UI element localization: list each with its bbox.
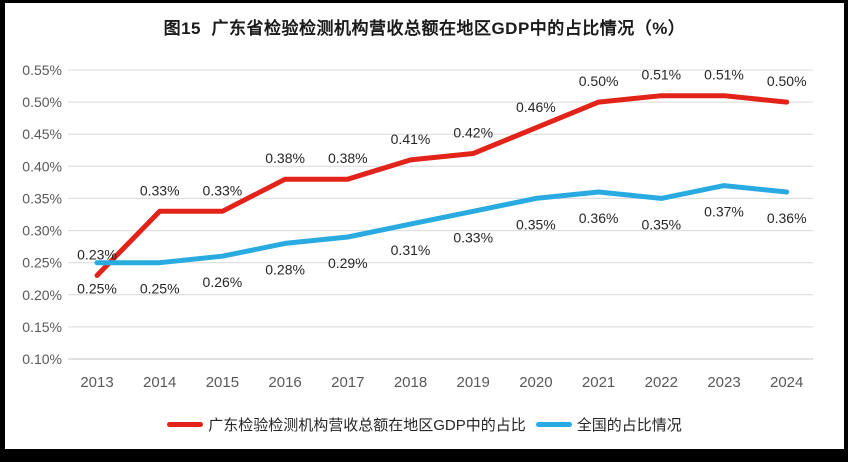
data-label-national: 0.25% <box>140 281 180 297</box>
y-axis-tick-label: 0.45% <box>22 126 62 142</box>
data-label-national: 0.29% <box>328 255 368 271</box>
data-label-guangdong: 0.41% <box>391 131 431 147</box>
series-line-national <box>94 183 790 266</box>
x-axis-tick-label: 2023 <box>707 374 740 391</box>
x-axis-tick-label: 2016 <box>268 374 301 391</box>
x-axis-tick-label: 2013 <box>80 374 113 391</box>
data-label-national: 0.35% <box>516 216 556 232</box>
data-label-guangdong: 0.42% <box>453 125 493 141</box>
series-line-guangdong <box>94 93 790 278</box>
data-label-national: 0.31% <box>391 242 431 258</box>
y-axis-tick-label: 0.40% <box>22 158 62 174</box>
y-axis-tick-label: 0.10% <box>22 351 62 367</box>
data-label-guangdong: 0.51% <box>704 67 744 83</box>
x-axis-tick-label: 2018 <box>394 374 427 391</box>
legend-label-guangdong: 广东检验检测机构营收总额在地区GDP中的占比 <box>208 417 526 434</box>
data-label-national: 0.28% <box>265 261 305 277</box>
data-label-guangdong: 0.50% <box>579 73 619 89</box>
x-axis-tick-label: 2020 <box>519 374 552 391</box>
data-label-guangdong: 0.51% <box>641 67 681 83</box>
line-chart-plot-area: 0.55% 0.50% 0.45% 0.40% 0.35% 0.30% 0.25% 0.20%… <box>22 62 813 391</box>
data-label-guangdong: 0.38% <box>328 150 368 166</box>
y-axis-tick-label: 0.30% <box>22 223 62 239</box>
y-axis-tick-label: 0.35% <box>22 190 62 206</box>
data-label-guangdong: 0.33% <box>203 182 243 198</box>
data-label-national: 0.37% <box>704 204 744 220</box>
y-axis-tick-label: 0.25% <box>22 255 62 271</box>
data-label-guangdong: 0.38% <box>265 150 305 166</box>
x-axis-tick-label: 2015 <box>206 374 239 391</box>
y-axis-tick-label: 0.20% <box>22 287 62 303</box>
legend-label-national: 全国的占比情况 <box>576 417 682 434</box>
x-axis-tick-label: 2022 <box>645 374 678 391</box>
x-axis-tick-label: 2021 <box>582 374 615 391</box>
y-axis-tick-label: 0.15% <box>22 319 62 335</box>
y-axis-tick-label: 0.55% <box>22 62 62 78</box>
data-label-guangdong: 0.50% <box>767 73 807 89</box>
data-label-national: 0.36% <box>579 210 619 226</box>
x-axis-tick-label: 2017 <box>331 374 364 391</box>
x-axis-tick-label: 2019 <box>457 374 490 391</box>
data-label-guangdong: 0.33% <box>140 182 180 198</box>
y-axis-tick-label: 0.50% <box>22 94 62 110</box>
data-label-national: 0.36% <box>767 210 807 226</box>
legend-swatch-guangdong-line <box>167 422 204 427</box>
legend: 广东检验检测机构营收总额在地区GDP中的占比 全国的占比情况 <box>5 414 844 435</box>
chart-container: 图15 广东省检验检测机构营收总额在地区GDP中的占比情况（%） 0.55% 0.… <box>5 3 844 449</box>
legend-swatch-national-line <box>535 422 572 427</box>
data-label-national: 0.33% <box>453 229 493 245</box>
data-label-national: 0.25% <box>77 281 117 297</box>
data-label-guangdong: 0.46% <box>516 99 556 115</box>
x-axis-tick-label: 2014 <box>143 374 176 391</box>
chart-title: 图15 广东省检验检测机构营收总额在地区GDP中的占比情况（%） <box>163 19 686 38</box>
data-label-national: 0.35% <box>641 216 681 232</box>
x-axis-tick-label: 2024 <box>770 374 803 391</box>
data-label-guangdong: 0.23% <box>77 247 117 263</box>
data-label-national: 0.26% <box>203 274 243 290</box>
